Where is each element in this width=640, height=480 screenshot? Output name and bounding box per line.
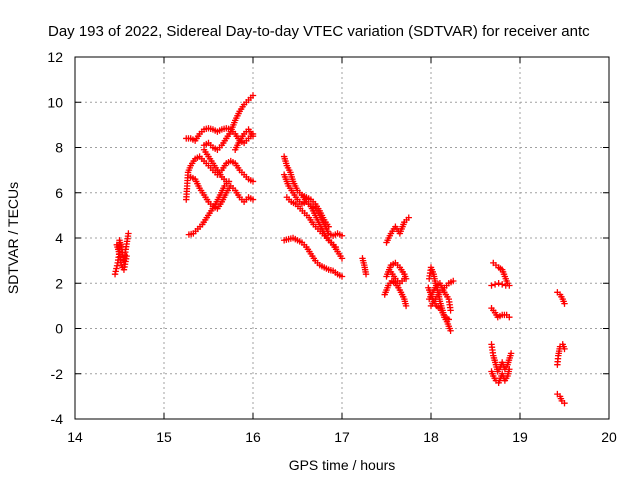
track-t23 <box>426 280 454 314</box>
plus-marker <box>405 214 412 221</box>
track-t7 <box>185 178 233 238</box>
track-t5 <box>200 92 257 153</box>
plus-marker <box>338 255 346 262</box>
track-t9 <box>232 126 257 153</box>
axis-ticks <box>74 56 610 420</box>
grid <box>75 57 609 419</box>
plus-marker <box>249 196 257 203</box>
plus-marker <box>362 271 370 278</box>
plus-marker <box>111 271 119 278</box>
plus-marker <box>506 313 513 321</box>
plus-marker <box>488 282 495 289</box>
track-t13 <box>283 194 339 251</box>
y-tick-label: 4 <box>55 230 63 246</box>
plus-marker <box>325 223 332 230</box>
plus-marker <box>561 399 568 407</box>
track-t18 <box>383 214 412 246</box>
track-t19 <box>387 268 408 287</box>
x-tick-label: 20 <box>601 429 617 445</box>
x-tick-label: 18 <box>423 429 439 445</box>
plus-marker <box>249 178 257 185</box>
plus-marker <box>491 281 499 288</box>
plus-marker <box>338 273 346 280</box>
track-t30 <box>554 341 568 368</box>
x-tick-label: 14 <box>67 429 83 445</box>
track-t29 <box>554 289 568 307</box>
y-tick-label: 0 <box>55 321 63 337</box>
y-tick-labels: -4 -2 0 2 4 6 8 10 12 <box>47 49 63 427</box>
track-t2 <box>113 241 130 273</box>
plus-marker <box>445 316 452 323</box>
plus-marker <box>447 307 454 314</box>
x-tick-labels: 14 15 16 17 18 19 20 <box>67 429 617 445</box>
data-series <box>111 92 568 407</box>
plus-marker <box>332 243 339 251</box>
x-axis-title: GPS time / hours <box>289 457 396 473</box>
plus-marker <box>401 275 408 282</box>
plus-marker <box>450 277 457 285</box>
plus-marker <box>249 92 257 99</box>
x-tick-label: 17 <box>334 429 350 445</box>
track-t27 <box>488 341 515 375</box>
plus-marker <box>123 252 130 260</box>
y-tick-label: 8 <box>55 140 63 156</box>
track-t8 <box>200 146 230 185</box>
plus-marker <box>223 178 230 185</box>
y-tick-label: -4 <box>51 411 64 427</box>
track-t16 <box>383 259 410 282</box>
plus-marker <box>125 230 132 237</box>
x-tick-label: 16 <box>245 429 261 445</box>
plus-marker <box>113 265 120 272</box>
plus-marker <box>249 132 257 140</box>
track-t26 <box>488 304 513 321</box>
y-axis-title: SDTVAR / TECUs <box>5 182 21 294</box>
plus-marker <box>507 350 515 357</box>
plus-marker <box>112 268 119 275</box>
plus-marker <box>561 300 568 307</box>
track-t15 <box>359 255 370 278</box>
plus-marker <box>506 282 513 289</box>
y-tick-label: 2 <box>55 275 63 291</box>
y-tick-label: 6 <box>55 185 63 201</box>
plus-marker <box>499 281 506 288</box>
track-t14 <box>298 191 332 230</box>
y-tick-label: -2 <box>51 366 64 382</box>
plus-marker <box>561 345 568 353</box>
plus-marker <box>402 302 410 310</box>
plus-marker <box>447 327 454 334</box>
track-t3 <box>183 153 257 203</box>
plus-marker <box>495 280 502 287</box>
track-t28 <box>488 366 513 386</box>
y-tick-label: 10 <box>47 94 63 110</box>
x-tick-label: 19 <box>512 429 528 445</box>
track-t25 <box>488 280 513 289</box>
track-t31 <box>554 390 568 407</box>
track-t12 <box>280 234 346 280</box>
y-tick-label: 12 <box>47 49 63 65</box>
x-tick-label: 15 <box>156 429 172 445</box>
plus-marker <box>506 366 513 373</box>
plus-marker <box>338 232 346 239</box>
track-t17 <box>381 277 410 310</box>
chart-title: Day 193 of 2022, Sidereal Day-to-day VTE… <box>48 23 590 40</box>
